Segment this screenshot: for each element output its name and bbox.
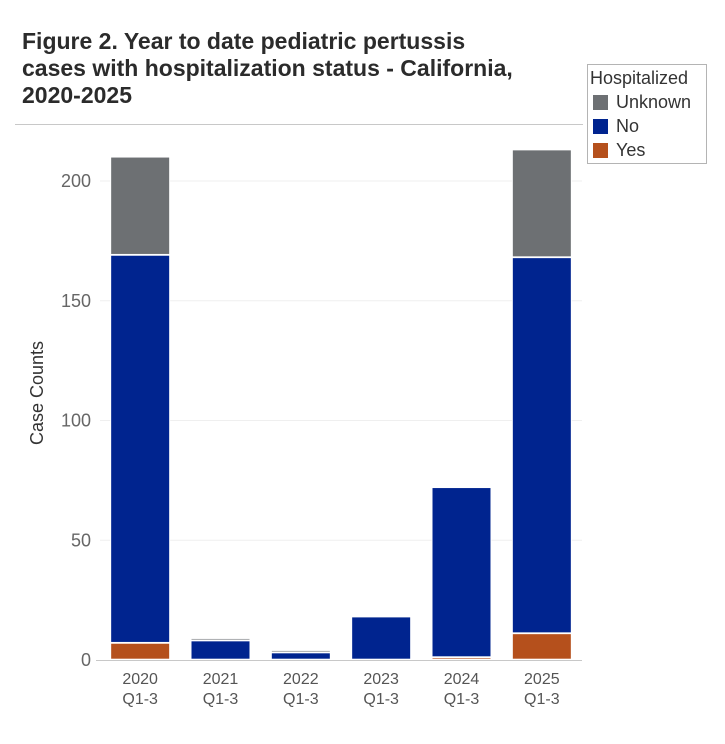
chart-title: Figure 2. Year to date pediatric pertuss… xyxy=(22,28,582,109)
bar-segment-yes xyxy=(511,633,572,660)
x-tick-label: 2020 xyxy=(122,671,158,688)
x-tick-label: Q1-3 xyxy=(444,691,480,708)
x-tick-label: Q1-3 xyxy=(283,691,319,708)
bar-segment-no xyxy=(511,257,572,634)
x-tick-label: 2024 xyxy=(444,671,480,688)
y-axis-label: Case Counts xyxy=(27,341,47,445)
bar-segment-yes xyxy=(110,642,171,660)
legend-swatch-unknown xyxy=(593,95,608,110)
x-tick-label: Q1-3 xyxy=(524,691,560,708)
legend: Hospitalized Unknown No Yes xyxy=(587,64,707,164)
legend-label: No xyxy=(616,116,640,136)
x-tick-label: 2021 xyxy=(203,671,239,688)
x-tick-label: 2025 xyxy=(524,671,560,688)
legend-title: Hospitalized xyxy=(590,68,689,88)
chart-title-line: cases with hospitalization status - Cali… xyxy=(22,55,513,81)
bar-segment-yes xyxy=(431,657,492,660)
legend-item-yes[interactable]: Yes xyxy=(593,140,645,161)
bar-segment-no xyxy=(351,616,412,660)
legend-swatch-yes xyxy=(593,143,608,158)
title-divider xyxy=(15,124,583,125)
x-tick-label: 2023 xyxy=(363,671,399,688)
y-tick-label: 100 xyxy=(61,411,91,431)
bar-segment-unknown xyxy=(511,149,572,258)
bar-segment-no xyxy=(190,640,251,660)
bar-segment-unknown xyxy=(270,649,331,653)
chart-title-line: Figure 2. Year to date pediatric pertuss… xyxy=(22,28,466,54)
bar-segment-unknown xyxy=(190,637,251,641)
y-tick-label: 50 xyxy=(71,530,91,550)
bar-segment-no xyxy=(110,254,171,643)
bar-segment-unknown xyxy=(110,156,171,255)
chart-title-line: 2020-2025 xyxy=(22,82,132,108)
legend-swatch-no xyxy=(593,119,608,134)
legend-item-unknown[interactable]: Unknown xyxy=(593,92,691,113)
legend-label: Unknown xyxy=(616,92,692,112)
y-tick-label: 150 xyxy=(61,291,91,311)
y-tick-label: 0 xyxy=(81,650,91,670)
x-tick-label: Q1-3 xyxy=(122,691,158,708)
x-tick-label: Q1-3 xyxy=(203,691,239,708)
x-tick-label: 2022 xyxy=(283,671,319,688)
bar-segment-no xyxy=(270,652,331,660)
legend-item-no[interactable]: No xyxy=(593,116,639,137)
y-tick-label: 200 xyxy=(61,171,91,191)
bar-segment-no xyxy=(431,487,492,658)
legend-label: Yes xyxy=(616,140,646,160)
x-tick-label: Q1-3 xyxy=(363,691,399,708)
